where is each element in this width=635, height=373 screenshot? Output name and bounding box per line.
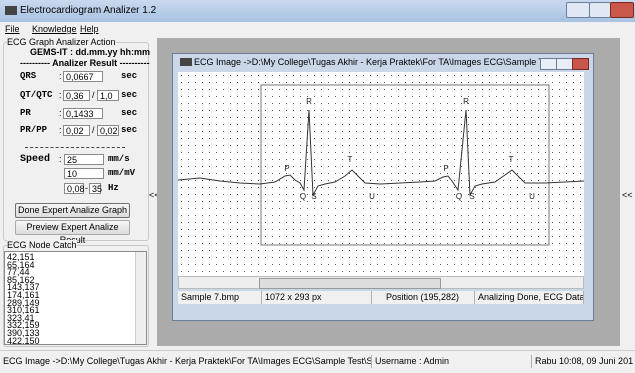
wave-label: U [529,192,535,201]
unit: Hz [108,183,119,194]
wave-label: S [469,192,474,201]
colon: : [59,154,62,165]
field-label: QRS [20,71,36,82]
menu-item[interactable]: Help [80,24,99,35]
separator-text: - [85,183,88,194]
wave-label: R [306,97,312,106]
textbox[interactable]: 25 [64,154,104,165]
unit: sec [121,90,137,101]
wave-label: P [443,164,448,173]
status-cell: ECG Image ->D:\My College\Tugas Akhir - … [0,355,372,368]
result-header: ---------- Analizer Result ---------- [20,58,150,69]
status-bar: ECG Image ->D:\My College\Tugas Akhir - … [0,350,635,373]
scrollbar[interactable] [135,252,146,344]
textbox[interactable]: 0,02 [63,125,90,136]
collapse-right[interactable]: << [622,190,633,201]
timestamp: GEMS-IT : dd.mm.yy hh:mm [30,47,150,58]
status-cell: Rabu 10:08, 09 Juni 201 [532,355,635,368]
menu-item[interactable]: Knowledge [32,24,77,35]
wave-label: R [463,97,469,106]
close-button[interactable] [610,2,634,18]
child-minimize[interactable] [540,58,557,70]
group-title: ECG Node Catch [7,240,77,251]
textbox[interactable]: 0,36 [63,90,90,101]
textbox[interactable]: 0,1433 [63,108,103,119]
textbox[interactable]: 35 [89,183,101,194]
unit: sec [121,125,137,136]
h-scrollbar[interactable] [178,276,584,289]
status-cell: 1072 x 293 px [262,291,372,304]
wave-label: P [284,164,289,173]
status-cell: Sample 7.bmp [178,291,262,304]
minimize-button[interactable] [566,2,590,18]
wave-label: Q [300,192,306,201]
preview-button[interactable]: Preview Expert Analize Result [15,220,130,235]
app: Electrocardiogram Analizer 1.2 ECG Graph… [0,0,635,372]
done-button[interactable]: Done Expert Analize Graph [15,203,130,218]
window-icon [180,58,192,66]
field-label: Speed [20,154,50,165]
textbox[interactable]: 1,0 [97,90,119,101]
status-cell: Analizing Done, ECG Data Readed [475,291,584,304]
colon: : [59,125,62,136]
status-cell: Username : Admin [372,355,532,368]
list-item[interactable]: 422,150 [7,337,40,345]
unit: mm/s [108,154,130,165]
separator [25,147,125,148]
scroll-thumb[interactable] [259,278,441,289]
unit: sec [121,71,137,82]
colon: : [59,90,62,101]
textbox[interactable]: 0,02 [97,125,119,136]
window-title: Electrocardiogram Analizer 1.2 [20,5,156,16]
slash: / [92,125,95,136]
slash: / [92,90,95,101]
child-maximize[interactable] [556,58,573,70]
app-icon [5,6,17,15]
wave-label: T [509,155,514,164]
field-label: PR [20,108,31,119]
status-cell: Position (195,282) [378,291,475,304]
unit: sec [121,108,137,119]
textbox[interactable]: 10 [64,168,104,179]
field-label: PR/PP [20,125,47,136]
textbox[interactable]: 0,0667 [63,71,103,82]
menu-item[interactable]: File [5,24,20,35]
field-label: QT/QTC [20,90,52,101]
textbox[interactable]: 0,08 [64,183,84,194]
wave-label: U [369,192,375,201]
wave-label: T [348,155,353,164]
image-window-title: ECG Image ->D:\My College\Tugas Akhir - … [194,57,576,68]
unit: mm/mV [108,168,135,179]
colon: : [59,71,62,82]
wave-label: S [311,192,316,201]
child-close[interactable] [572,58,589,70]
wave-label: Q [456,192,462,201]
maximize-button[interactable] [589,2,611,18]
colon: : [59,108,62,119]
